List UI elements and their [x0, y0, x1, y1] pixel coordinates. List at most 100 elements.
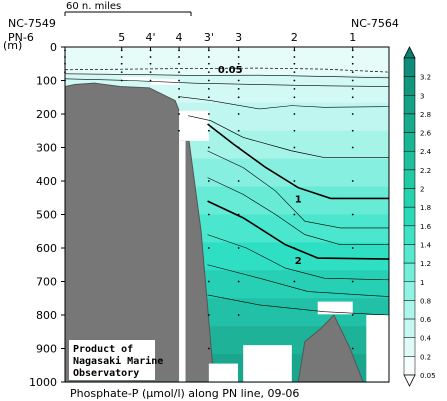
depth-tick-label: 100	[36, 75, 57, 88]
colorbar-label: 1	[420, 279, 424, 287]
depth-tick-label: 200	[36, 108, 57, 121]
colorbar-swatch	[403, 132, 416, 152]
unsampled-area	[243, 345, 292, 382]
sample-dot	[237, 213, 240, 216]
sample-dot	[351, 180, 354, 182]
colorbar-swatch	[403, 318, 416, 338]
depth-axis: 0 100 200 300 400 500 600 700 800 900 1000	[29, 41, 65, 389]
contour-label: 0.05	[218, 65, 243, 76]
unsampled-area	[208, 363, 239, 382]
sample-dot	[237, 247, 240, 249]
contour-line	[207, 234, 390, 281]
seafloor-terrain	[64, 77, 389, 383]
sample-dot	[149, 79, 152, 82]
sample-dot	[178, 71, 180, 74]
contour-label: 2	[295, 256, 302, 267]
sample-dot	[120, 71, 123, 74]
colorbar-label: 0.6	[420, 316, 432, 324]
colorbar-label: 2.8	[420, 111, 431, 119]
colorbar: 3.2 3 2.8 2.6 2.4 2.2 2 1.8 1.6 1.4 1.2 1 0.8 0.6 0.4 0…	[403, 46, 436, 387]
colorbar-label: 0.8	[420, 297, 431, 305]
colorbar-swatch	[403, 356, 416, 376]
sample-dot	[178, 129, 180, 132]
sample-dot	[293, 280, 296, 283]
sample-dot	[351, 129, 354, 132]
colorbar-swatch	[403, 95, 416, 115]
sample-dot	[178, 87, 180, 90]
station-label: PN-6	[8, 31, 34, 44]
colorbar-swatch	[403, 337, 416, 357]
sample-dot	[351, 213, 354, 216]
sample-dot	[293, 62, 296, 65]
sample-dot	[351, 62, 354, 65]
colorbar-swatch	[403, 262, 416, 283]
sample-dot	[293, 56, 296, 58]
sample-dot	[351, 56, 354, 58]
depth-tick-label: 900	[36, 343, 57, 356]
colorbar-swatch	[403, 188, 416, 208]
contour-line	[207, 177, 389, 245]
colorbar-swatch	[403, 281, 416, 301]
unsampled-area	[179, 110, 209, 141]
colorbar-swatch	[403, 244, 416, 264]
unsampled-area	[121, 77, 151, 81]
station-label: 3'	[204, 31, 214, 44]
sample-dot	[207, 62, 210, 65]
colorbar-label: 0.05	[420, 372, 436, 380]
note-box	[69, 340, 155, 380]
sample-dot	[237, 146, 240, 149]
colorbar-label: 3.2	[420, 74, 431, 82]
colorbar-bottom-arrow	[403, 374, 416, 387]
depth-tick-label: 0	[50, 41, 57, 54]
colorbar-swatch	[403, 169, 416, 189]
sample-dot	[207, 280, 210, 283]
station-label: 4	[176, 31, 183, 44]
sample-dot	[207, 247, 210, 249]
colorbar-label: 1.4	[420, 241, 432, 249]
sample-dot	[207, 56, 210, 58]
sample-dot	[207, 213, 210, 216]
sample-dot	[293, 113, 296, 115]
sample-dot	[293, 247, 296, 249]
station-label: 1	[349, 31, 356, 44]
scale-label: 60 n. miles	[66, 1, 121, 12]
right-end-label: NC-7564	[351, 17, 399, 30]
sample-dot	[293, 79, 296, 82]
continental-shelf	[64, 82, 215, 383]
sample-dot	[120, 56, 123, 58]
sample-dot	[293, 96, 296, 99]
sample-dot	[351, 87, 354, 90]
contour-line	[207, 200, 390, 260]
depth-tick-label: 400	[36, 175, 57, 188]
field-band	[65, 47, 389, 76]
colorbar-swatch	[403, 300, 416, 320]
sample-dot	[207, 87, 210, 90]
colorbar-label: 2.4	[420, 148, 432, 156]
unsampled-area	[366, 315, 389, 382]
sample-dot	[351, 79, 354, 82]
sample-dot	[237, 113, 240, 115]
left-end-label: NC-7549	[8, 17, 56, 30]
sample-dot	[207, 79, 210, 82]
y-axis-unit: (m)	[3, 39, 22, 52]
sample-dot	[149, 56, 152, 58]
sample-dot	[293, 71, 296, 74]
station-label: 2	[291, 31, 298, 44]
colorbar-label: 2.2	[420, 167, 431, 175]
sample-dot	[207, 71, 210, 74]
sample-dot	[120, 79, 123, 82]
contour-line	[64, 73, 390, 79]
depth-tick-label: 700	[36, 276, 57, 289]
sample-dot	[237, 280, 240, 283]
contour-line	[207, 123, 389, 200]
depth-tick-label: 600	[36, 242, 57, 255]
note-line: Nagasaki Marine	[73, 355, 163, 367]
sample-dot	[207, 113, 210, 115]
colorbar-label: 0.4	[420, 335, 432, 343]
colorbar-label: 0.2	[420, 353, 431, 361]
colorbar-top-arrow	[403, 46, 416, 59]
depth-tick-label: 500	[36, 209, 57, 222]
sample-dot	[149, 71, 152, 74]
